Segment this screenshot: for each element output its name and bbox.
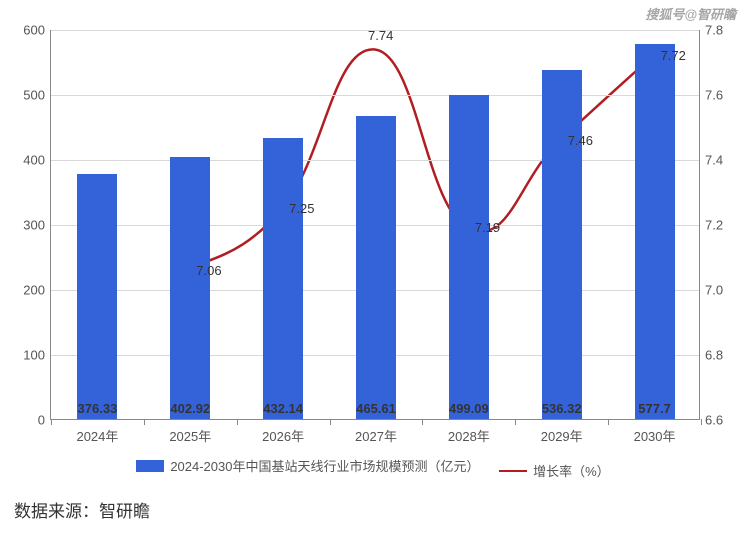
bar-value-label: 402.92 <box>170 401 210 416</box>
y2-tick-label: 7.4 <box>705 153 735 168</box>
line-value-label: 7.19 <box>475 220 500 235</box>
x-tick <box>237 419 238 425</box>
legend-line: 增长率（%） <box>499 461 610 480</box>
y2-tick-label: 6.8 <box>705 348 735 363</box>
y2-tick-label: 7.8 <box>705 23 735 38</box>
bar-value-label: 376.33 <box>78 401 118 416</box>
line-value-label: 7.06 <box>196 263 221 278</box>
legend-bar: 2024-2030年中国基站天线行业市场规模预测（亿元） <box>136 456 479 475</box>
y2-tick-label: 7.2 <box>705 218 735 233</box>
x-tick <box>51 419 52 425</box>
chart-container: 0 100 200 300 400 500 600 6.6 6.8 7.0 7.2 7.4 7.6 7.8… <box>0 20 746 480</box>
bar <box>635 44 675 420</box>
bar-value-label: 577.7 <box>638 401 671 416</box>
bar <box>449 95 489 419</box>
line-value-label: 7.74 <box>368 28 393 43</box>
bar-value-label: 536.32 <box>542 401 582 416</box>
y2-tick-label: 6.6 <box>705 413 735 428</box>
bar-value-label: 432.14 <box>263 401 303 416</box>
x-category-label: 2029年 <box>541 426 583 445</box>
bar <box>77 174 117 419</box>
bar-value-label: 499.09 <box>449 401 489 416</box>
x-tick <box>515 419 516 425</box>
y1-tick-label: 500 <box>11 88 45 103</box>
x-category-label: 2028年 <box>448 426 490 445</box>
y1-tick-label: 0 <box>11 413 45 428</box>
x-category-label: 2024年 <box>76 426 118 445</box>
y1-tick-label: 200 <box>11 283 45 298</box>
bar <box>263 138 303 419</box>
y1-tick-label: 600 <box>11 23 45 38</box>
data-source-label: 数据来源：智研瞻 <box>14 497 150 522</box>
x-tick <box>608 419 609 425</box>
bar <box>356 116 396 419</box>
x-category-label: 2027年 <box>355 426 397 445</box>
plot-area: 01002003004005006006.66.87.07.27.47.67.8… <box>50 30 700 420</box>
x-tick <box>330 419 331 425</box>
x-category-label: 2026年 <box>262 426 304 445</box>
x-tick <box>701 419 702 425</box>
y1-tick-label: 100 <box>11 348 45 363</box>
bar-value-label: 465.61 <box>356 401 396 416</box>
bar <box>170 157 210 419</box>
y1-tick-label: 300 <box>11 218 45 233</box>
legend-bar-label: 2024-2030年中国基站天线行业市场规模预测（亿元） <box>170 456 479 475</box>
y2-tick-label: 7.6 <box>705 88 735 103</box>
legend-line-label: 增长率（%） <box>533 461 610 480</box>
y1-tick-label: 400 <box>11 153 45 168</box>
legend: 2024-2030年中国基站天线行业市场规模预测（亿元） 增长率（%） <box>0 456 746 480</box>
x-category-label: 2025年 <box>169 426 211 445</box>
x-category-label: 2030年 <box>634 426 676 445</box>
line-value-label: 7.25 <box>289 201 314 216</box>
line-value-label: 7.46 <box>568 133 593 148</box>
x-tick <box>422 419 423 425</box>
legend-bar-swatch <box>136 460 164 472</box>
bar <box>542 70 582 419</box>
legend-line-swatch <box>499 465 527 477</box>
gridline <box>51 95 699 96</box>
y2-tick-label: 7.0 <box>705 283 735 298</box>
x-tick <box>144 419 145 425</box>
line-value-label: 7.72 <box>661 48 686 63</box>
